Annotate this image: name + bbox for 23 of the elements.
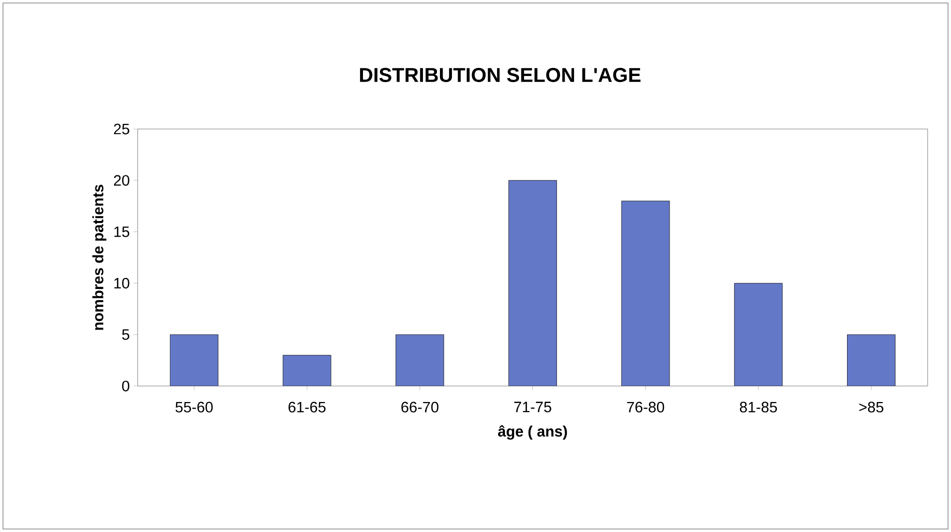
x-tick-label: 81-85 xyxy=(740,402,777,412)
bar xyxy=(508,180,557,386)
bar xyxy=(396,334,444,386)
x-tick-label: 76-80 xyxy=(627,402,664,412)
chart-title: DISTRIBUTION SELON L'AGE xyxy=(360,68,640,82)
bar xyxy=(847,334,896,386)
y-tick-label: 10 xyxy=(114,278,130,289)
bar xyxy=(621,200,670,386)
bar xyxy=(734,283,783,386)
x-tick-label: 61-65 xyxy=(288,402,326,412)
y-tick-label: 5 xyxy=(122,329,130,340)
y-tick-label: 25 xyxy=(114,124,130,134)
x-tick-label: >85 xyxy=(859,402,884,412)
y-axis-title: nombres de patients xyxy=(92,184,106,330)
x-tick-label: 55-60 xyxy=(176,402,213,412)
bar xyxy=(170,334,218,386)
y-tick-label: 20 xyxy=(114,175,130,186)
bar xyxy=(282,354,332,386)
x-axis-title: âge ( ans) xyxy=(498,425,567,440)
y-tick-label: 15 xyxy=(114,226,130,238)
y-tick-label: 0 xyxy=(122,380,130,392)
x-tick-label: 71-75 xyxy=(514,402,552,412)
x-tick-label: 66-70 xyxy=(401,402,438,412)
